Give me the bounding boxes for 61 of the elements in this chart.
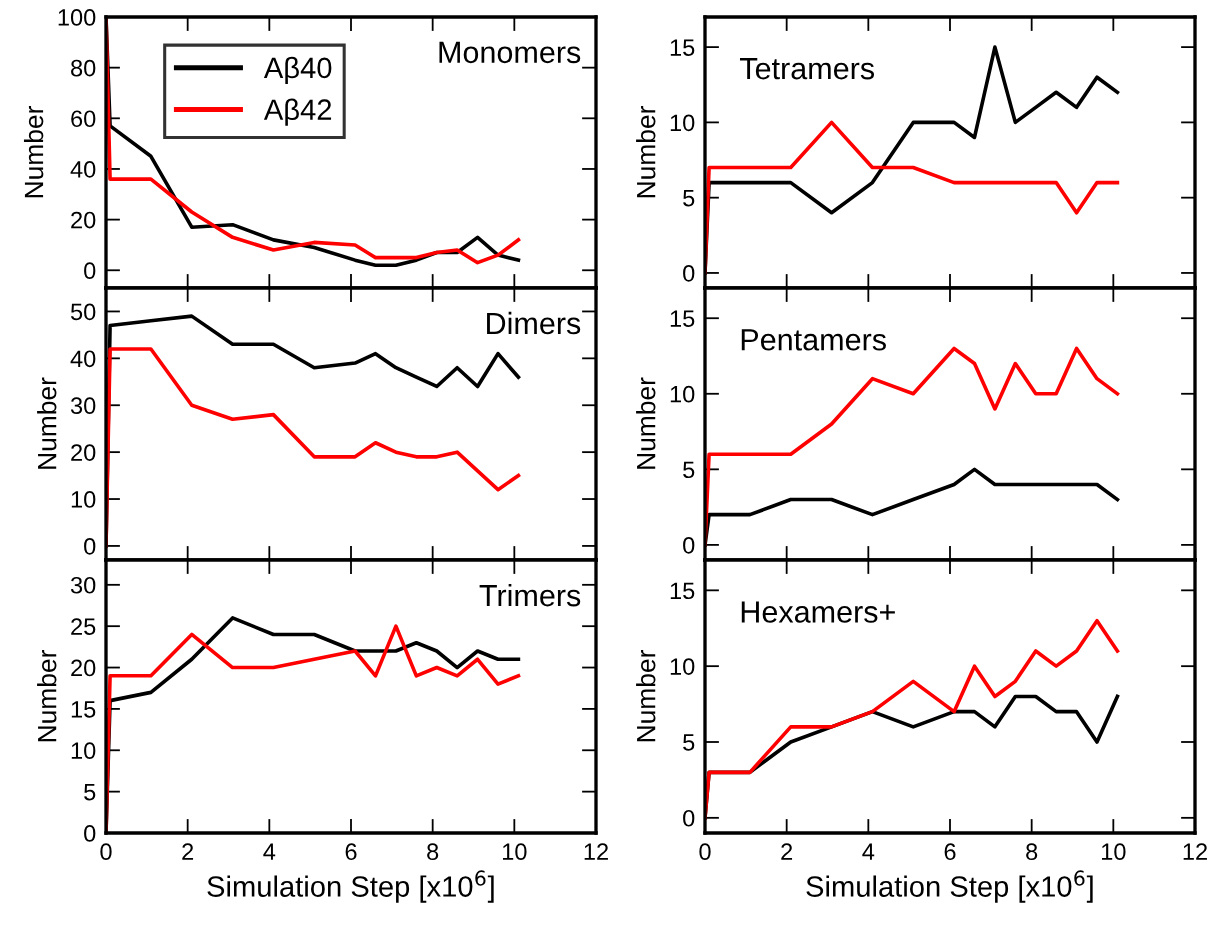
y-tick-label: 20 [71,444,96,461]
y-tick-label: 0 [683,536,695,554]
y-tick-label: 40 [70,161,96,178]
x-axis-title: Simulation Step [x10$^{6}$] [806,870,1093,903]
y-tick-label: 0 [683,809,695,827]
y-tick-label: 10 [670,658,695,675]
y-tick-label: 40 [70,350,96,368]
y-axis-title: Number [37,650,57,742]
y-tick-label: 15 [670,39,695,56]
x-tick-label: 8 [1026,843,1038,861]
y-tick-label: 0 [683,265,695,282]
x-tick-label: 4 [862,843,875,860]
y-tick-label: 10 [670,385,695,403]
y-tick-label: 15 [670,582,695,600]
text: Trimers [479,583,581,607]
text: Tetramers [739,58,875,80]
y-tick-label: 5 [683,461,695,479]
y-tick-label: 0 [84,825,96,842]
text: Pentamers [741,329,886,351]
text: Hexamers+ [741,601,895,623]
x-tick-label: 10 [1102,843,1126,861]
y-axis-title: Number [37,377,57,469]
y-tick-label: 100 [58,9,96,26]
x-tick-label: 10 [503,843,527,861]
x-tick-label: 2 [781,843,793,860]
y-tick-label: 15 [71,701,96,718]
y-tick-label: 5 [84,783,96,801]
y-tick-label: 20 [71,659,96,677]
y-tick-label: 50 [70,303,96,321]
x-tick-label: 0 [100,843,112,861]
x-tick-label: 6 [944,843,956,861]
y-tick-label: 10 [670,114,695,132]
y-tick-label: 20 [71,211,96,229]
x-tick-label: 4 [263,843,276,860]
y-tick-label: 0 [84,262,96,280]
text: Dimers [487,311,581,335]
legend-label: Aβ40 [263,56,332,84]
y-tick-label: 5 [683,189,695,207]
y-axis-title: Number [636,106,656,198]
y-tick-label: 5 [683,734,695,751]
y-tick-label: 25 [71,618,96,635]
y-tick-label: 80 [71,59,96,77]
legend-label: Aβ42 [263,98,332,126]
y-tick-label: 0 [84,538,96,555]
x-tick-label: 8 [427,843,439,861]
y-tick-label: 15 [670,310,695,328]
y-axis-title: Number [636,650,656,742]
y-tick-label: 30 [70,397,96,415]
y-tick-label: 10 [71,491,96,508]
x-tick-label: 0 [699,843,711,861]
x-axis-title: Simulation Step [x10$^{6}$] [207,870,494,903]
y-tick-label: 60 [71,110,96,128]
y-tick-label: 10 [71,742,96,760]
y-axis-title: Number [636,377,656,469]
x-tick-label: 6 [345,843,357,861]
x-tick-label: 12 [584,843,608,860]
text: Monomers [439,41,581,64]
y-tick-label: 30 [70,576,96,594]
y-axis-title: Number [23,106,44,198]
x-tick-label: 12 [1183,843,1207,860]
x-tick-label: 2 [182,843,194,860]
